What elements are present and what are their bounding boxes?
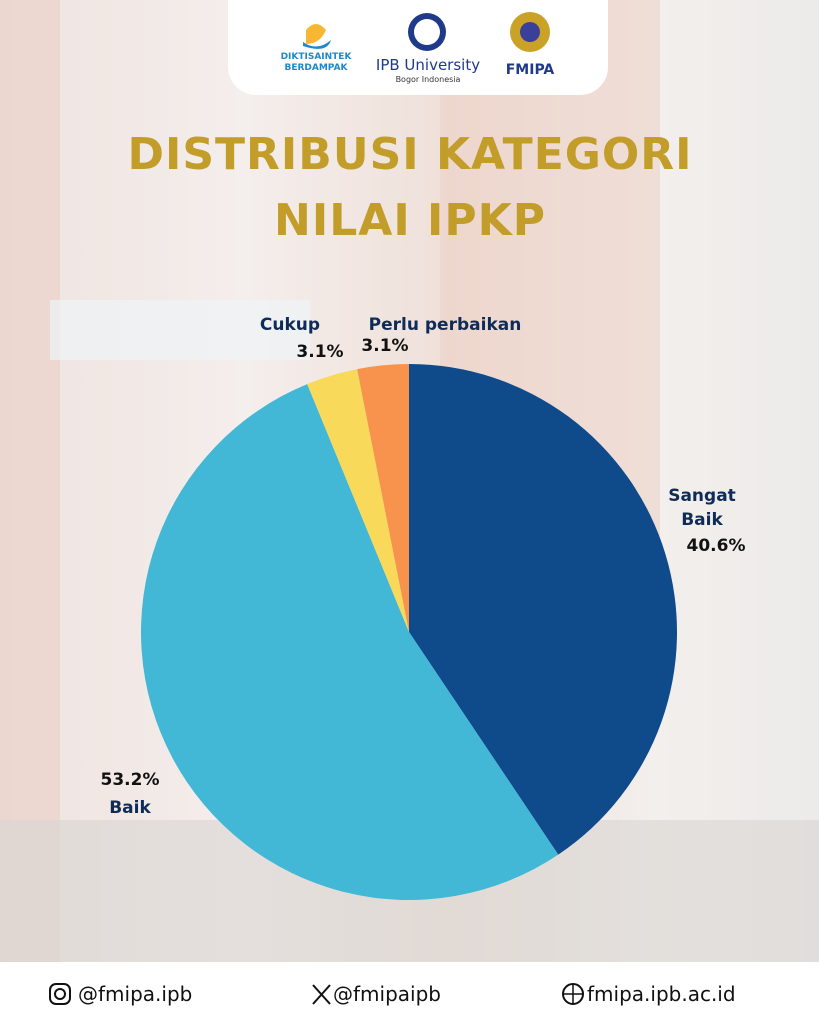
x-handle: @fmipaipb: [333, 982, 441, 1006]
value-label: 3.1%: [361, 336, 409, 356]
logo-text: FMIPA: [505, 62, 555, 78]
logo-text: Bogor Indonesia: [395, 75, 461, 84]
header: DIKTISAINTEK BERDAMPAK IPB University Bo…: [228, 0, 608, 95]
pie-slice: [409, 364, 677, 855]
value-label: 40.6%: [686, 536, 746, 556]
value-label: 3.1%: [296, 342, 344, 362]
logo-icons: [303, 12, 550, 52]
chart-title: DISTRIBUSI KATEGORI NILAI IPKP: [127, 129, 693, 246]
slice-label: Perlu perbaikan: [368, 315, 522, 335]
website: fmipa.ipb.ac.id: [587, 982, 736, 1006]
instagram-handle: @fmipa.ipb: [78, 982, 193, 1006]
pie-slice: [140, 384, 559, 900]
slice-label: Sangat Baik: [668, 486, 736, 530]
value-label: 53.2%: [100, 770, 160, 790]
slice-label: Baik: [109, 798, 151, 818]
logo-text: IPB University: [375, 56, 481, 74]
footer-icons: [49, 983, 584, 1005]
slice-label: Cukup: [259, 315, 321, 335]
footer: @fmipa.ipb @fmipaipb fmipa.ipb.ac.id: [0, 962, 819, 1024]
pie-slice: [307, 369, 409, 632]
logo-text: DIKTISAINTEK BERDAMPAK: [280, 52, 352, 73]
pie-slice: [357, 364, 409, 632]
chart: [140, 364, 677, 900]
